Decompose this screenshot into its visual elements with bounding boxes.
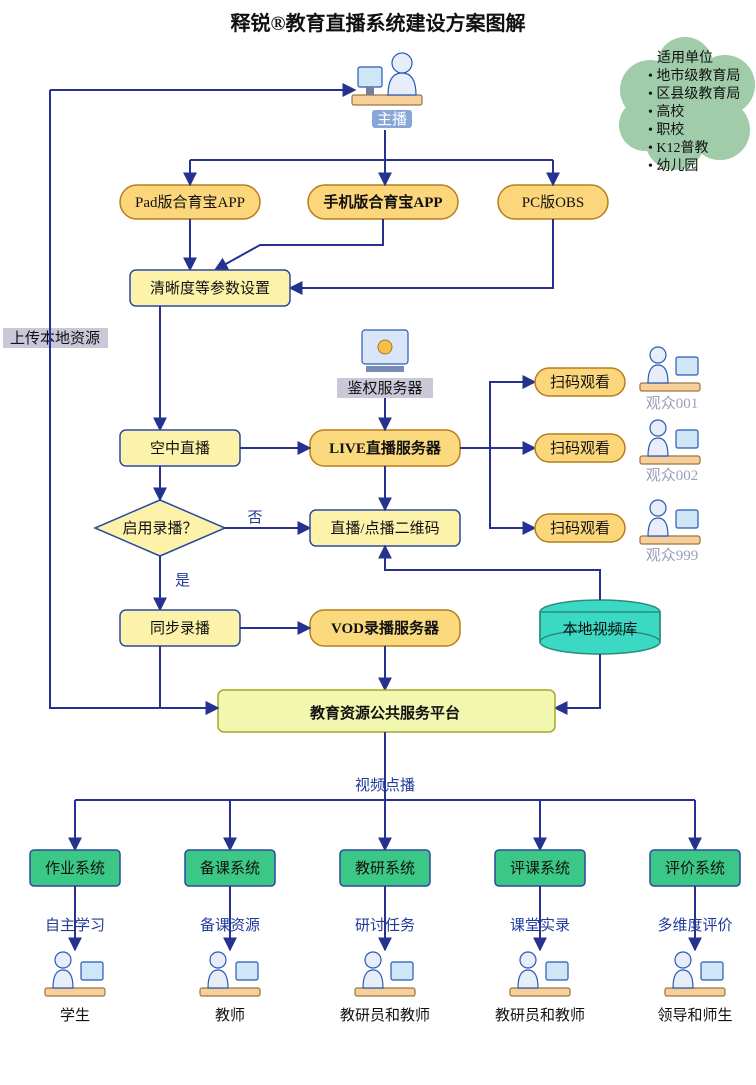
svg-text:本地视频库: 本地视频库 [562,621,637,638]
auth-label: 鉴权服务器 [347,380,422,397]
cloud-item: • 地市级教育局 [648,67,740,84]
cloud-item: • K12普教 [648,140,709,156]
platform-label: 教育资源公共服务平台 [309,704,460,722]
cloud-item: • 职校 [648,121,684,138]
svg-text:教研系统: 教研系统 [355,860,415,877]
cloud-item: • 幼儿园 [648,158,698,174]
svg-text:课堂实录: 课堂实录 [510,917,570,934]
vod-label: VOD录播服务器 [331,619,440,637]
svg-text:扫码观看: 扫码观看 [550,520,610,537]
air-live-label: 空中直播 [150,440,210,457]
host-label: 主播 [377,111,407,128]
params-label: 清晰度等参数设置 [150,279,270,297]
svg-text:多维度评价: 多维度评价 [657,917,732,934]
svg-text:备课资源: 备课资源 [200,917,260,934]
page-title: 释锐®教育直播系统建设方案图解 [231,11,526,35]
svg-text:教研员和教师: 教研员和教师 [340,1007,430,1024]
cloud-item: • 区县级教育局 [648,86,740,102]
yes-label: 是 [175,573,190,589]
svg-text:扫码观看: 扫码观看 [550,374,610,391]
cloud-header: 适用单位 [657,50,713,66]
video-lib-node: 本地视频库 [540,600,660,654]
svg-text:学生: 学生 [60,1007,90,1024]
upload-label: 上传本地资源 [10,330,100,347]
svg-text:观众002: 观众002 [646,467,699,484]
pad-app-label: Pad版合育宝APP [135,194,245,211]
svg-text:评课系统: 评课系统 [510,860,570,877]
vod-caption: 视频点播 [355,777,415,794]
sync-rec-label: 同步录播 [150,620,210,637]
svg-text:自主学习: 自主学习 [45,917,105,934]
svg-text:备课系统: 备课系统 [200,860,260,877]
pc-app-label: PC版OBS [522,194,585,211]
live-server-label: LIVE直播服务器 [329,439,442,457]
svg-text:领导和师生: 领导和师生 [657,1007,732,1024]
svg-text:教师: 教师 [215,1007,245,1024]
phone-app-label: 手机版合育宝APP [323,193,442,211]
qr-label: 直播/点播二维码 [330,520,439,537]
cloud-item: • 高校 [648,103,684,120]
svg-text:作业系统: 作业系统 [45,860,105,877]
decision-label: 启用录播？ [122,520,197,537]
svg-text:评价系统: 评价系统 [665,860,725,877]
svg-text:研讨任务: 研讨任务 [355,917,415,934]
svg-text:观众001: 观众001 [646,395,699,412]
no-label: 否 [247,510,262,526]
svg-text:扫码观看: 扫码观看 [550,440,610,457]
svg-text:教研员和教师: 教研员和教师 [495,1007,585,1024]
svg-text:观众999: 观众999 [646,547,699,564]
